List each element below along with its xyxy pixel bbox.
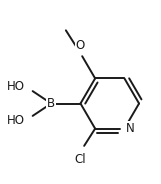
Text: B: B [47,97,55,110]
Text: HO: HO [7,80,25,93]
Text: N: N [125,122,134,135]
Text: O: O [76,39,85,52]
Text: HO: HO [7,114,25,127]
Text: Cl: Cl [75,153,86,166]
